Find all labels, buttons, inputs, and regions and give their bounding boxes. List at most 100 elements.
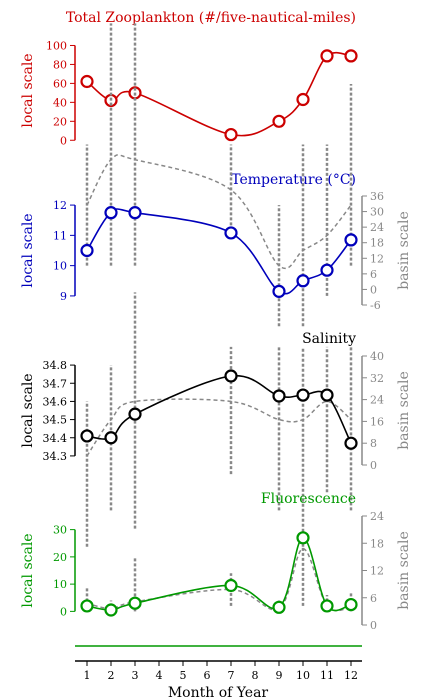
left-tick-label: 10 [53,260,67,273]
data-point [272,284,286,298]
basin-series-line [86,154,352,269]
right-axis-label: basin scale [396,531,412,610]
data-point [80,74,94,89]
right-tick-label: 0 [370,283,377,296]
right-tick-label: 12 [370,565,384,578]
right-tick-label: 30 [370,206,384,219]
data-point [80,243,94,258]
left-axis-label: local scale [20,53,36,127]
x-tick-label: 12 [344,669,358,682]
data-point [104,603,118,617]
x-tick-label: 8 [252,669,259,682]
right-tick-label: 0 [370,619,377,632]
data-point [344,49,358,63]
right-tick-label: 32 [370,372,384,385]
data-point [224,369,238,383]
x-tick-label: 1 [84,669,91,682]
left-tick-label: 30 [53,524,67,537]
data-point [296,274,310,288]
left-tick-label: 60 [53,77,67,90]
right-tick-label: 16 [370,415,384,428]
left-tick-label: 11 [53,229,67,242]
left-tick-label: 34.8 [43,359,68,372]
right-tick-label: -6 [370,299,381,312]
data-point [128,407,142,421]
basin-series-line [86,547,352,612]
right-tick-label: 24 [370,221,384,234]
left-axis-label: local scale [20,373,36,447]
x-tick-label: 2 [108,669,115,682]
right-tick-label: 18 [370,537,384,550]
left-tick-label: 34.4 [43,432,68,445]
right-tick-label: 40 [370,350,384,363]
left-tick-label: 34.7 [43,377,68,390]
left-tick-label: 80 [53,58,67,71]
series-line [86,536,352,612]
data-point [344,597,358,612]
x-tick-label: 5 [180,669,187,682]
data-point [320,599,334,613]
panel-title: Temperature (°C) [231,172,356,188]
right-tick-label: 18 [370,237,384,250]
data-point [320,263,334,277]
x-tick-label: 10 [296,669,310,682]
left-tick-label: 20 [53,115,67,128]
left-axis-label: local scale [20,533,36,607]
data-point [344,436,358,450]
x-tick-label: 9 [276,669,283,682]
data-point [128,596,142,610]
panel-3: Salinity 34.3 34.4 34.5 34.6 34.7 34.8 local sc… [20,292,412,547]
data-point [224,226,238,240]
left-tick-label: 40 [53,96,67,109]
right-tick-label: 24 [370,510,384,523]
data-point [224,578,238,593]
left-axis-label: local scale [20,213,36,287]
right-tick-label: 24 [370,394,384,407]
series-line [86,51,352,137]
data-point [224,127,238,142]
x-tick-label: 6 [204,669,211,682]
data-point [272,389,286,403]
basin-series-line [86,398,352,457]
panel-title: Fluorescence [261,491,356,507]
right-tick-label: 6 [370,592,377,605]
data-point [296,531,310,545]
right-tick-label: 8 [370,437,377,450]
right-tick-label: 0 [370,459,377,472]
x-axis-label: Month of Year [168,685,269,700]
left-tick-label: 34.5 [43,414,68,427]
x-tick-label: 4 [156,669,163,682]
data-point [104,431,118,445]
right-tick-label: 36 [370,190,384,203]
panel-title: Total Zooplankton (#/five-nautical-miles… [66,10,356,26]
left-tick-label: 12 [53,199,67,212]
left-tick-label: 9 [60,290,67,303]
data-point [344,233,358,247]
series-line [86,208,352,295]
data-point [296,388,310,402]
panel-title: Salinity [302,331,356,347]
panel-2: Temperature (°C) 9 10 11 12 local scale -6 0 6 12… [20,23,412,327]
data-point [320,49,334,63]
left-tick-label: 0 [60,605,67,618]
series-line [86,375,352,444]
left-tick-label: 34.6 [43,395,68,408]
left-tick-label: 20 [53,551,67,564]
panel-4: Fluorescence 0 10 20 30 local scale 0 6 12 18 24 ba… [20,491,412,632]
data-point [296,92,310,107]
right-axis-label: basin scale [396,371,412,450]
right-axis-label: basin scale [396,211,412,290]
x-tick-label: 3 [132,669,139,682]
left-tick-label: 10 [53,578,67,591]
left-tick-label: 0 [60,134,67,147]
data-point [272,114,286,128]
panel-1: Total Zooplankton (#/five-nautical-miles… [20,10,358,147]
data-point [128,206,142,220]
right-tick-label: 6 [370,268,377,281]
x-tick-label: 7 [228,669,235,682]
data-point [104,206,118,220]
left-tick-label: 100 [46,39,67,52]
data-point [272,600,286,614]
